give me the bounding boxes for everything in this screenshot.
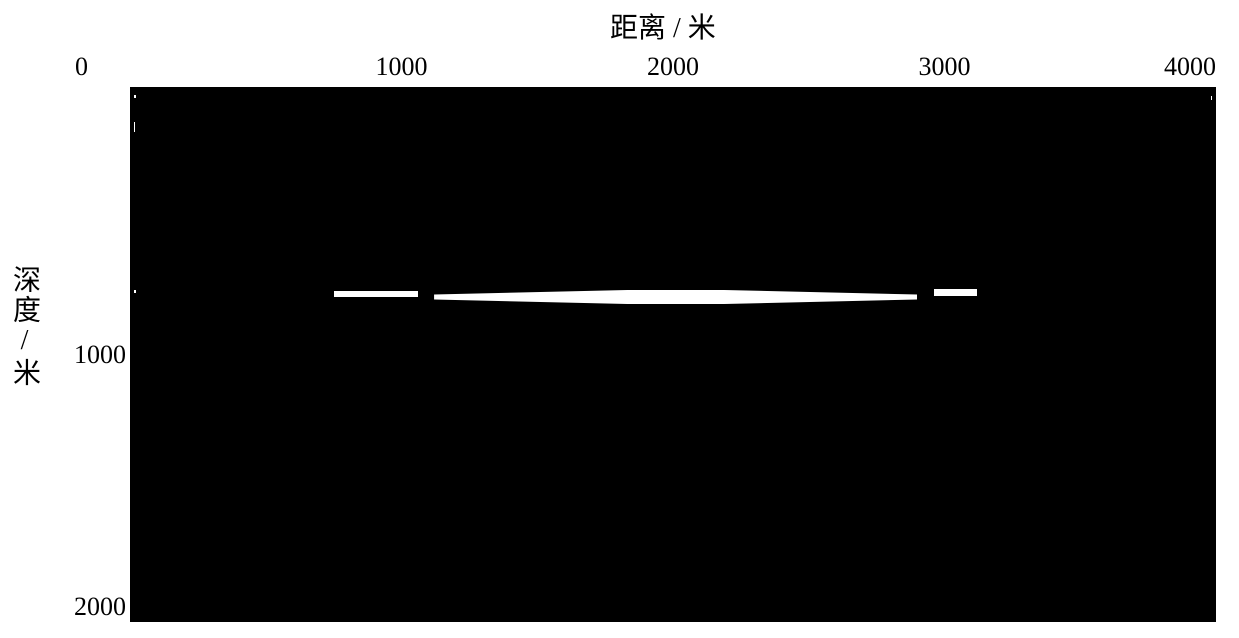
- x-tick-label: 2000: [647, 52, 699, 82]
- plot-area: [130, 87, 1216, 622]
- x-tick-label: 3000: [919, 52, 971, 82]
- x-axis-title: 距离 / 米: [610, 6, 716, 46]
- x-tick-label: 0: [75, 52, 88, 82]
- x-tick-label: 4000: [1164, 52, 1216, 82]
- x-tick-label: 1000: [376, 52, 428, 82]
- edge-artifact: [134, 122, 135, 133]
- seismic-reflection: [934, 289, 977, 296]
- seismic-reflection: [334, 291, 418, 297]
- seismic-chart: 距离 / 米 深度/米 0 1000 2000 3000 4000 1000 2000: [0, 0, 1239, 638]
- edge-artifact: [134, 95, 136, 98]
- y-tick-label: 1000: [74, 340, 126, 370]
- seismic-reflection: [434, 290, 917, 304]
- edge-artifact: [134, 290, 136, 293]
- edge-artifact: [1211, 96, 1213, 100]
- y-axis-title: 深度/米: [4, 265, 44, 388]
- y-tick-label: 2000: [74, 592, 126, 622]
